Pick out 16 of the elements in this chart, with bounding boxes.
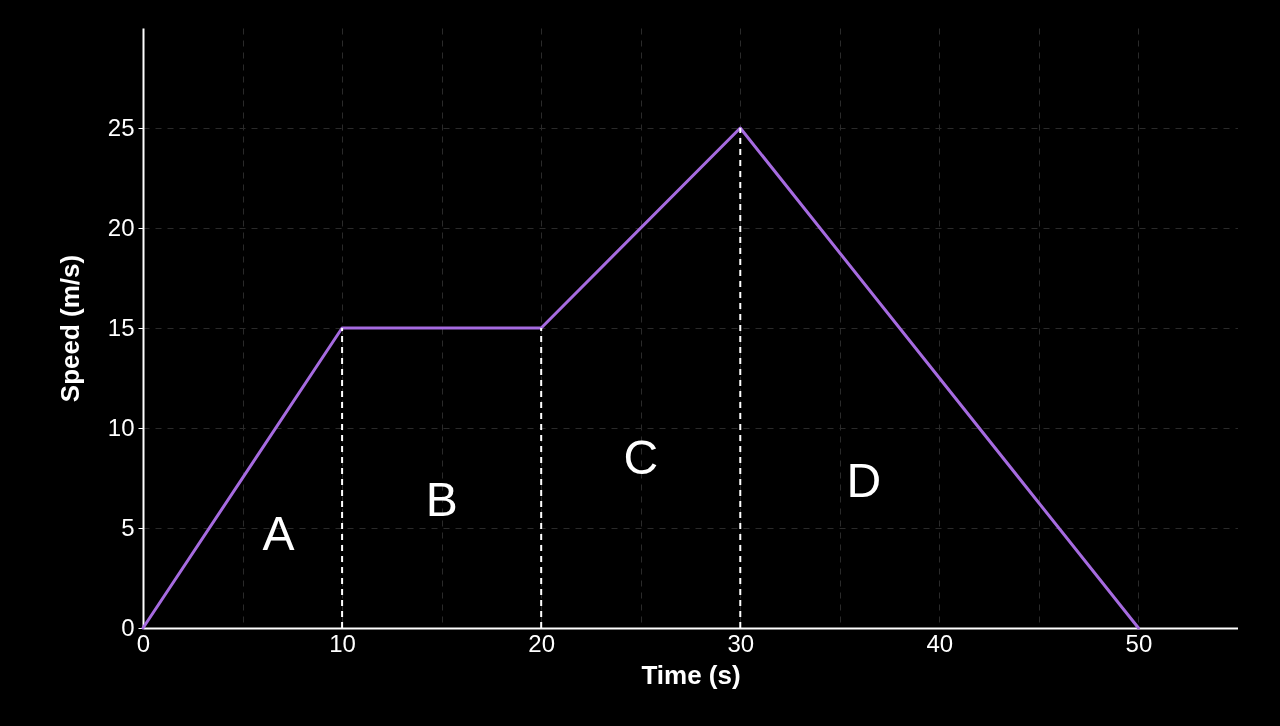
x-tick-label: 50: [1125, 629, 1153, 657]
x-tick-label: 30: [727, 629, 755, 657]
y-tick-label: 5: [121, 513, 135, 541]
y-tick-label: 15: [107, 313, 135, 341]
annotation: C: [623, 431, 659, 484]
x-tick-label: 40: [926, 629, 954, 657]
y-axis-title: Speed (m/s): [54, 254, 85, 403]
x-axis-title: Time (s): [641, 659, 741, 690]
y-tick-label: 10: [107, 413, 135, 441]
annotation: B: [425, 473, 458, 526]
x-tick-label: 10: [329, 629, 356, 657]
annotation: D: [846, 454, 882, 508]
y-tick-label: 20: [107, 213, 135, 241]
y-tick-label: 25: [107, 113, 135, 141]
x-tick-label: 20: [528, 629, 556, 657]
annotation: A: [262, 507, 295, 561]
